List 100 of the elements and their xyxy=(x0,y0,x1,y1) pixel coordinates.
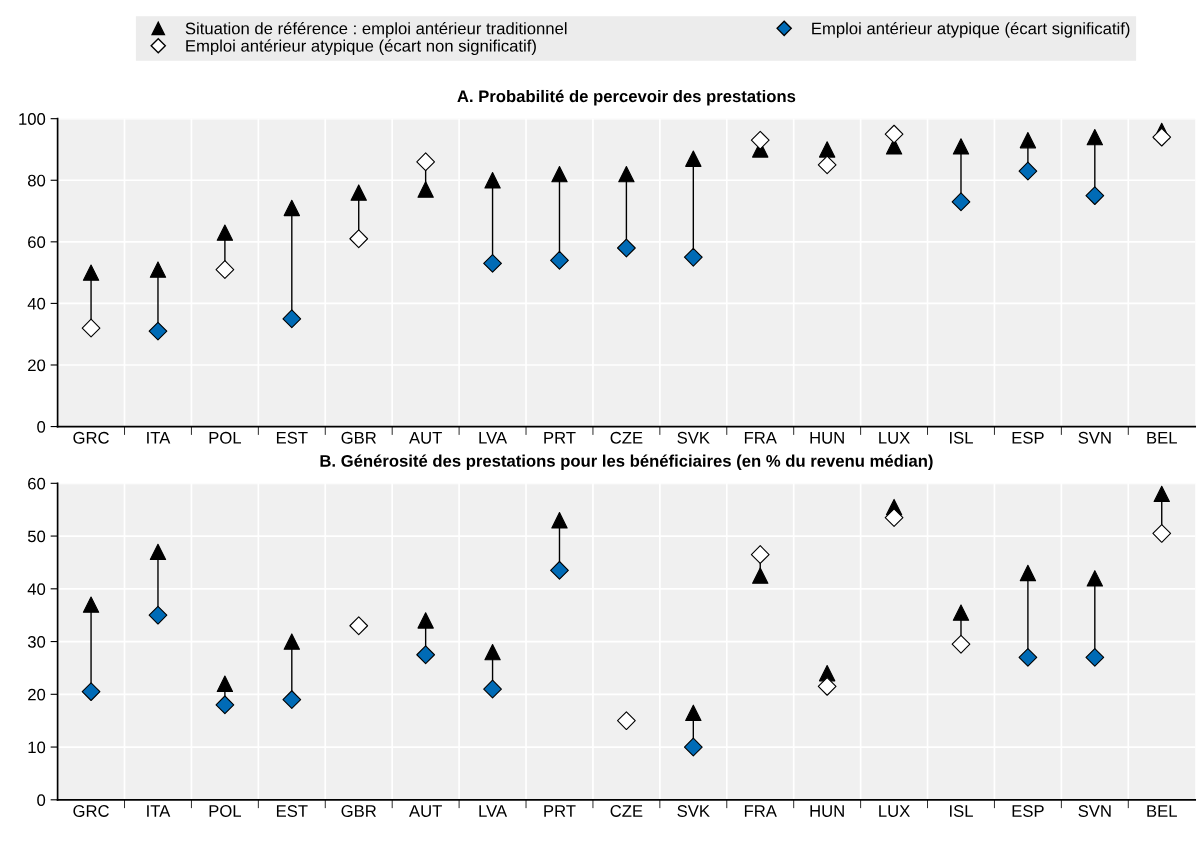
point xyxy=(484,643,501,661)
x-tick-label: LUX xyxy=(879,805,910,817)
point xyxy=(884,508,904,527)
x-tick-label: BEL xyxy=(1147,432,1177,444)
point xyxy=(817,155,837,175)
point xyxy=(683,247,703,267)
point xyxy=(1153,485,1170,503)
point xyxy=(683,737,703,757)
x-tick-label: GRC xyxy=(73,805,109,817)
point xyxy=(685,704,702,721)
point xyxy=(1086,128,1104,146)
y-tick-label: 0 xyxy=(37,420,46,433)
point xyxy=(1019,132,1037,149)
chart-title: B. Générosité des prestations pour les bénéficiaires (en % du revenu médian) xyxy=(320,454,933,471)
y-tick-label: 40 xyxy=(27,297,46,310)
point xyxy=(148,321,168,341)
y-tick-label: 60 xyxy=(28,477,46,490)
point xyxy=(149,543,167,561)
legend-label: Situation de référence : emploi antérieur traditionnel xyxy=(185,21,567,38)
point xyxy=(484,172,501,189)
x-tick-label: CZE xyxy=(610,431,643,444)
point xyxy=(551,512,568,529)
point xyxy=(1018,161,1038,181)
point xyxy=(550,250,569,270)
x-tick-label: HUN xyxy=(810,805,844,817)
x-tick-label: POL xyxy=(209,431,242,444)
point xyxy=(685,150,702,167)
point xyxy=(417,181,434,198)
point xyxy=(416,645,436,665)
point xyxy=(149,261,167,278)
point xyxy=(618,165,635,183)
point xyxy=(884,124,904,144)
point xyxy=(1152,127,1172,147)
x-tick-label: ISL xyxy=(950,431,973,444)
point xyxy=(952,604,970,621)
x-tick-label: ITA xyxy=(147,805,171,817)
x-tick-label: ITA xyxy=(147,432,171,444)
point xyxy=(483,253,502,273)
x-tick-label: FRA xyxy=(744,432,777,444)
x-tick-label: PRT xyxy=(544,805,576,817)
point xyxy=(349,229,369,249)
y-tick-label: 100 xyxy=(19,113,46,125)
y-tick-label: 80 xyxy=(27,174,46,187)
point xyxy=(148,605,168,625)
point xyxy=(617,711,636,731)
point xyxy=(82,596,100,613)
point xyxy=(951,634,971,654)
x-tick-label: SVN xyxy=(1078,805,1111,817)
point xyxy=(216,675,234,692)
x-tick-label: ESP xyxy=(1012,805,1044,817)
legend-label: Emploi antérieur atypique (écart non significatif) xyxy=(186,39,536,56)
x-tick-label: CZE xyxy=(610,805,643,817)
x-tick-label: GBR xyxy=(341,431,377,444)
x-tick-label: FRA xyxy=(744,805,777,817)
point xyxy=(551,165,568,183)
x-tick-label: AUT xyxy=(409,432,442,444)
legend-label: Emploi antérieur atypique (écart significatif) xyxy=(812,21,1130,38)
x-tick-label: LVA xyxy=(479,432,508,444)
x-tick-label: GBR xyxy=(341,805,377,817)
point xyxy=(818,141,836,158)
point xyxy=(752,567,769,584)
point xyxy=(82,264,100,281)
y-tick-label: 60 xyxy=(28,236,46,249)
y-tick-label: 10 xyxy=(28,741,46,754)
x-tick-label: EST xyxy=(276,431,308,444)
point xyxy=(951,192,971,212)
point xyxy=(483,679,502,699)
point xyxy=(417,612,434,629)
x-tick-label: PRT xyxy=(544,432,576,444)
point xyxy=(416,152,436,172)
point xyxy=(750,545,770,564)
point xyxy=(750,130,770,150)
x-tick-label: LUX xyxy=(879,432,910,444)
x-tick-label: ISL xyxy=(950,805,973,817)
x-tick-label: ESP xyxy=(1012,431,1044,444)
x-tick-label: SVK xyxy=(677,431,710,444)
y-tick-label: 20 xyxy=(28,359,46,372)
y-tick-label: 40 xyxy=(27,583,46,596)
x-tick-label: POL xyxy=(209,805,242,817)
x-tick-label: SVK xyxy=(677,805,710,817)
x-tick-label: AUT xyxy=(409,805,442,817)
point xyxy=(282,309,302,329)
point xyxy=(1086,570,1104,587)
point xyxy=(81,318,101,338)
point xyxy=(1018,647,1038,667)
x-tick-label: GRC xyxy=(73,431,109,444)
point xyxy=(1019,564,1037,582)
point xyxy=(952,138,970,155)
point xyxy=(1085,647,1105,667)
point xyxy=(1152,524,1172,543)
point xyxy=(1085,186,1105,206)
point xyxy=(550,560,569,580)
point xyxy=(350,184,367,201)
point xyxy=(349,616,369,636)
y-tick-label: 30 xyxy=(27,635,46,648)
x-tick-label: EST xyxy=(276,805,308,817)
point xyxy=(215,260,235,279)
x-tick-label: HUN xyxy=(810,432,844,444)
y-tick-label: 50 xyxy=(27,530,46,543)
point xyxy=(617,238,636,258)
